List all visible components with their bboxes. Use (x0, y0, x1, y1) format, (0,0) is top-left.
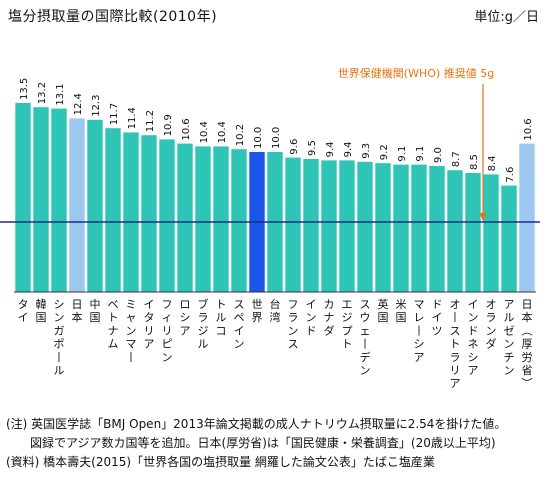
bar (393, 164, 409, 292)
category-label: 英国 (378, 297, 389, 324)
bar (285, 157, 301, 292)
category-label: エジプト (342, 298, 353, 351)
category-label: 日本︵厚労省︶ (522, 298, 533, 390)
value-label: 13.5 (19, 78, 30, 100)
value-label: 10.6 (181, 118, 192, 140)
bar (123, 132, 139, 292)
category-label: 米国 (396, 298, 407, 324)
value-label: 9.1 (397, 146, 408, 162)
category-label: スウェ丨デン (360, 298, 371, 377)
category-label: ドイツ (432, 298, 443, 337)
unit-label: 単位:g／日 (474, 10, 539, 25)
who-arrow-head-icon (479, 213, 487, 221)
bars-layer (15, 103, 535, 293)
category-label: フィリピン (162, 298, 173, 364)
value-label: 9.2 (379, 144, 390, 160)
category-label: オ丨ストラリア (450, 298, 461, 390)
bar (69, 118, 85, 293)
category-label: アルゼンチン (504, 298, 515, 377)
category-label: 韓国 (36, 298, 47, 324)
bar (465, 173, 481, 292)
bar (159, 139, 175, 292)
category-label: ブラジル (198, 297, 209, 351)
category-label: 中国 (90, 298, 101, 324)
value-label: 9.1 (415, 146, 426, 162)
category-label: オランダ (486, 298, 497, 351)
category-label: タイ (18, 298, 29, 324)
value-label: 9.4 (325, 141, 336, 157)
value-label: 11.2 (145, 110, 156, 132)
bar (213, 146, 229, 292)
bar (177, 143, 193, 292)
value-label: 9.6 (289, 139, 300, 155)
bar (87, 119, 103, 292)
bar (483, 174, 499, 292)
category-label: インド (306, 298, 317, 337)
note-line-2: 図録でアジア数カ国等を追加。日本(厚労省)は「国民健康・栄養調査」(20歳以上平… (6, 436, 496, 450)
category-label: カナダ (324, 298, 335, 337)
value-label: 13.1 (55, 83, 66, 105)
value-label: 7.6 (505, 167, 516, 183)
bar-chart: 世界保健機関(WHO) 推奨値 5g 13.5 タイ 13.2 韓国 13.1 シンガポ丨… (0, 66, 540, 390)
bar (501, 185, 517, 292)
value-label: 9.3 (361, 143, 372, 159)
category-label: フランス (288, 298, 299, 351)
value-label: 8.4 (487, 155, 498, 171)
category-label: 世界 (252, 298, 263, 324)
value-label: 12.4 (73, 93, 84, 115)
category-label: ミャンマ丨 (126, 298, 137, 364)
value-label: 12.3 (91, 95, 102, 117)
note-line-3: (資料) 橋本壽夫(2015)「世界各国の塩摂取量 網羅した論文公表」たばこ塩産… (6, 455, 435, 469)
bar (141, 135, 157, 292)
value-label: 13.2 (37, 82, 48, 104)
value-label: 10.4 (199, 121, 210, 143)
bar (375, 163, 391, 292)
category-label: イタリア (144, 298, 155, 351)
value-label: 9.5 (307, 140, 318, 156)
bar (195, 146, 211, 292)
category-label: ベトナム (108, 298, 119, 351)
bar (33, 107, 49, 292)
value-label: 10.2 (235, 124, 246, 146)
category-label: シンガポ丨ル (54, 298, 65, 377)
bar (231, 149, 247, 292)
value-label: 10.6 (523, 118, 534, 140)
bar (339, 160, 355, 292)
value-label: 9.4 (343, 141, 354, 157)
bar (105, 128, 121, 292)
reference-layer: 世界保健機関(WHO) 推奨値 5g (0, 66, 540, 293)
bar (411, 164, 427, 292)
value-label: 9.0 (433, 147, 444, 163)
category-label: スペイン (234, 298, 245, 351)
bar (429, 166, 445, 292)
bar (519, 143, 535, 292)
footnotes: (注) 英国医学誌「BMJ Open」2013年論文掲載の成人ナトリウム摂取量に… (6, 415, 506, 472)
bar (15, 103, 31, 292)
bar (303, 159, 319, 292)
category-label: インドネシア (468, 298, 479, 377)
bar (51, 108, 67, 292)
category-label: マレ丨シア (414, 298, 425, 364)
who-annotation-label: 世界保健機関(WHO) 推奨値 5g (338, 66, 494, 80)
category-label: トルコ (216, 298, 227, 337)
bar (357, 161, 373, 292)
value-label: 10.9 (163, 114, 174, 136)
category-label: 台湾 (270, 297, 281, 324)
value-label: 10.0 (271, 127, 282, 149)
value-label: 10.4 (217, 121, 228, 143)
note-line-1: (注) 英国医学誌「BMJ Open」2013年論文掲載の成人ナトリウム摂取量に… (6, 417, 507, 431)
value-label: 8.5 (469, 154, 480, 170)
value-label: 8.7 (451, 151, 462, 167)
chart-title: 塩分摂取量の国際比較(2010年) (8, 9, 218, 25)
bar (447, 170, 463, 292)
category-label: ロシア (180, 298, 191, 337)
value-label: 10.0 (253, 127, 264, 149)
bar (321, 160, 337, 292)
labels-layer: 13.5 タイ 13.2 韓国 13.1 シンガポ丨ル 12.4 日本 12.3 中国 11.7 ベト… (18, 78, 535, 390)
category-label: 日本 (72, 298, 83, 324)
value-label: 11.7 (109, 103, 120, 125)
value-label: 11.4 (127, 107, 138, 129)
